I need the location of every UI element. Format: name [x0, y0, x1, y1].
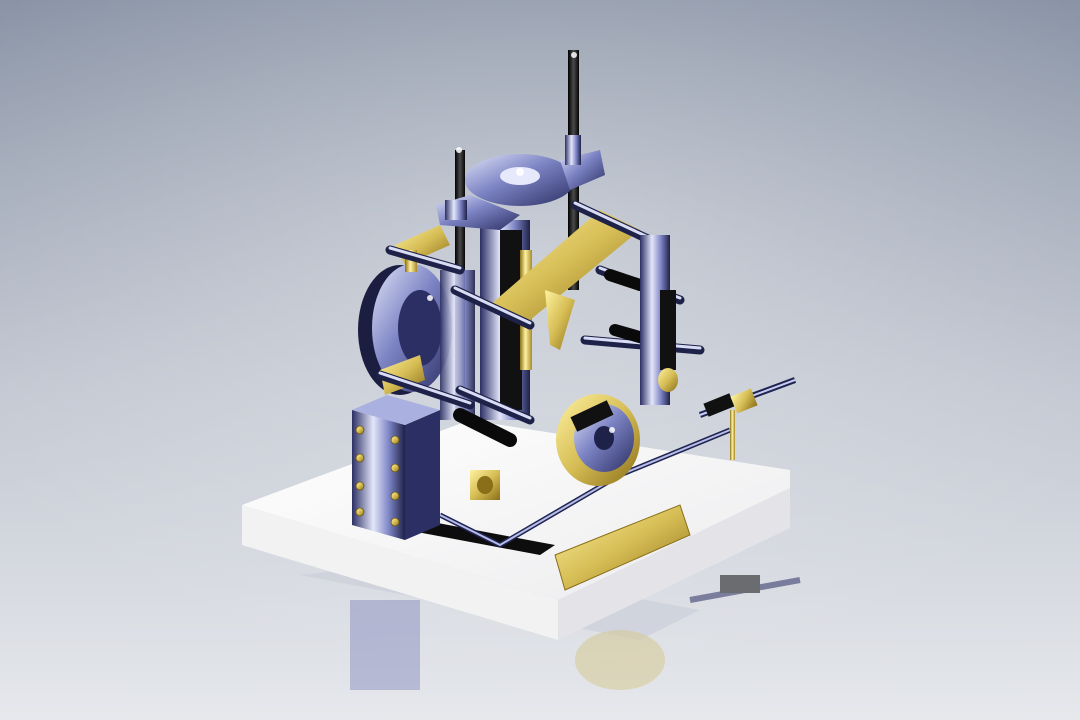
gear-wheel	[556, 394, 640, 486]
base-side-face	[558, 488, 790, 640]
name-plaque	[554, 504, 691, 591]
right-frame	[640, 235, 678, 405]
cylinder-block	[352, 395, 440, 540]
specular-highlights	[427, 52, 615, 433]
base-front-face	[242, 505, 558, 640]
frame-rails	[380, 377, 797, 555]
